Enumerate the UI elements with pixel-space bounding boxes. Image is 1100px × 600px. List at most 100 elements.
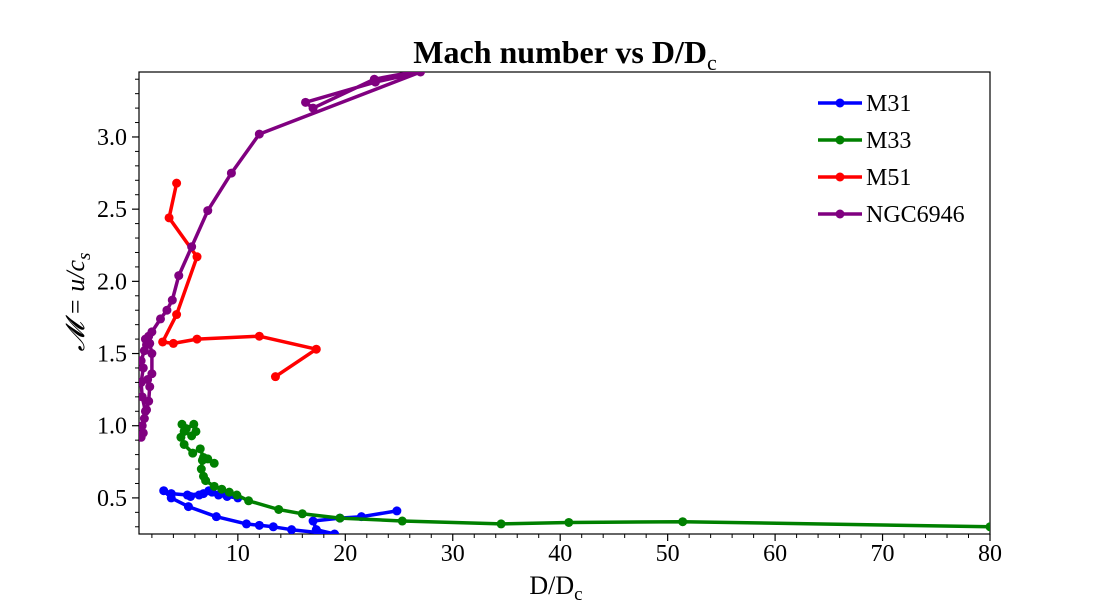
- data-point-m31: [211, 512, 221, 522]
- legend-marker: [835, 98, 845, 108]
- data-point-m31: [313, 528, 323, 534]
- x-tick-label: 60: [763, 541, 787, 567]
- data-point-m31: [308, 516, 318, 526]
- data-point-ngc6946: [162, 305, 172, 315]
- data-point-ngc6946: [139, 428, 148, 438]
- data-point-m31: [392, 506, 402, 516]
- legend: M31 M33 M51 NGC6946: [818, 91, 965, 228]
- x-tick-label: 20: [333, 541, 357, 567]
- x-tick-label: 30: [441, 541, 465, 567]
- data-point-m33: [244, 496, 254, 506]
- legend-label: NGC6946: [866, 202, 965, 228]
- data-point-m33: [191, 426, 201, 436]
- x-axis-label: D/Dc: [529, 571, 582, 600]
- data-point-m33: [274, 504, 284, 514]
- plot-frame: [138, 71, 991, 535]
- data-point-m31: [194, 490, 204, 500]
- series-line-ngc6946: [139, 72, 423, 440]
- data-point-m33: [209, 481, 219, 491]
- y-axis-ticks: 0.5 1.0 1.5 2.0 2.5 3.0: [97, 78, 139, 528]
- data-point-ngc6946: [140, 334, 150, 344]
- series-line-m51: [160, 181, 319, 379]
- y-axis-label-subscript: s: [74, 253, 95, 260]
- chart-title-subscript: c: [707, 50, 717, 75]
- x-axis-label-main: D/D: [529, 571, 574, 600]
- data-point-ngc6946: [139, 356, 146, 366]
- data-point-m31: [183, 502, 193, 512]
- data-point-m33: [198, 452, 208, 462]
- data-point-m33: [195, 444, 205, 454]
- data-point-m33: [196, 464, 206, 474]
- data-point-ngc6946: [139, 421, 147, 431]
- x-tick-label: 70: [871, 541, 895, 567]
- legend-marker: [835, 135, 845, 145]
- data-point-ngc6946: [226, 168, 236, 178]
- legend-item-m51: M51: [818, 165, 911, 191]
- data-point-ngc6946: [155, 314, 165, 324]
- x-tick-label: 10: [226, 541, 250, 567]
- data-point-m33: [985, 522, 990, 532]
- x-tick-label: 50: [656, 541, 680, 567]
- y-tick-label: 2.0: [97, 269, 127, 295]
- data-point-ngc6946: [174, 271, 184, 281]
- x-axis-ticks: 10 20 30 40 50 60 70 80: [151, 534, 1002, 567]
- data-point-m51: [172, 178, 182, 188]
- data-point-m51: [164, 213, 174, 223]
- data-point-m33: [232, 490, 242, 500]
- legend-label: M51: [866, 165, 911, 191]
- y-tick-label: 1.5: [97, 342, 127, 368]
- data-point-m31: [254, 520, 264, 530]
- data-point-m31: [159, 486, 169, 496]
- data-point-m51: [311, 344, 321, 354]
- x-axis-label-subscript: c: [574, 584, 582, 600]
- data-point-ngc6946: [416, 72, 426, 77]
- data-point-ngc6946: [139, 377, 146, 387]
- data-point-m33: [189, 419, 199, 429]
- y-tick-label: 3.0: [97, 125, 127, 151]
- legend-item-ngc6946: NGC6946: [818, 202, 965, 228]
- data-point-m33: [678, 517, 688, 527]
- data-point-ngc6946: [370, 77, 380, 87]
- legend-label: M31: [866, 91, 911, 117]
- y-tick-label: 2.5: [97, 197, 127, 223]
- data-point-ngc6946: [139, 363, 148, 373]
- data-point-m51: [172, 310, 182, 320]
- chart-title: Mach number vs D/Dc: [413, 34, 717, 75]
- data-point-m33: [297, 509, 307, 519]
- data-point-m51: [168, 338, 178, 348]
- data-point-m51: [158, 337, 168, 347]
- chart-title-main: Mach number vs D/D: [413, 34, 707, 70]
- x-tick-label: 40: [548, 541, 572, 567]
- data-point-m33: [177, 419, 187, 429]
- data-point-ngc6946: [187, 242, 197, 252]
- legend-label: M33: [866, 128, 911, 154]
- data-point-ngc6946: [301, 97, 311, 107]
- data-point-m51: [192, 252, 202, 262]
- data-point-m31: [241, 519, 251, 529]
- data-point-ngc6946: [147, 349, 157, 359]
- legend-marker: [835, 209, 845, 219]
- data-point-m33: [397, 516, 407, 526]
- y-axis-label-main: 𝓜 = u/c: [61, 260, 90, 352]
- data-point-ngc6946: [254, 129, 264, 139]
- data-point-m51: [270, 372, 280, 382]
- data-point-ngc6946: [139, 414, 149, 423]
- series-layer: [139, 72, 990, 534]
- data-point-m51: [254, 331, 264, 341]
- data-point-m33: [179, 439, 189, 449]
- data-point-m33: [496, 519, 506, 529]
- data-point-m33: [198, 471, 208, 481]
- data-point-ngc6946: [167, 295, 177, 305]
- data-point-m51: [192, 334, 202, 344]
- series-m51: [158, 178, 321, 382]
- data-point-m33: [217, 484, 227, 494]
- data-point-m33: [209, 458, 219, 468]
- data-point-m33: [224, 487, 234, 497]
- y-tick-label: 0.5: [97, 486, 127, 512]
- data-point-m31: [166, 489, 176, 499]
- data-point-m33: [188, 448, 198, 458]
- data-point-m31: [268, 522, 278, 532]
- data-point-ngc6946: [145, 382, 155, 392]
- data-point-m33: [335, 513, 345, 523]
